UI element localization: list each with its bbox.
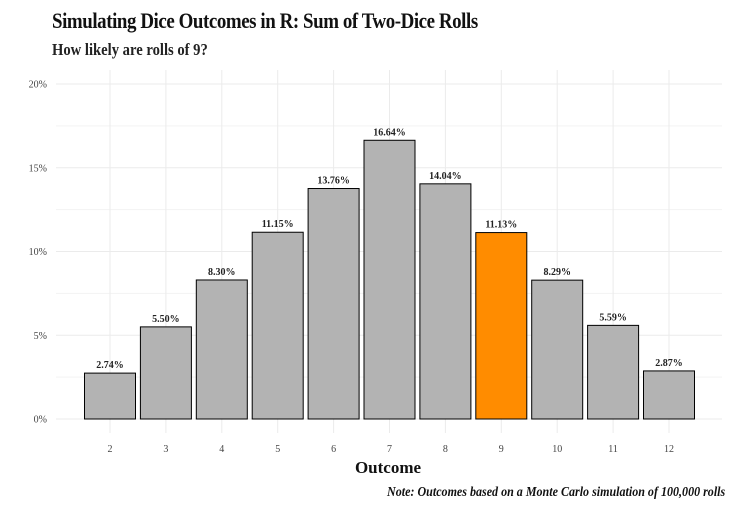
x-tick-label: 2 [108, 444, 113, 455]
data-label: 8.29% [543, 267, 571, 278]
x-tick-label: 11 [608, 444, 618, 455]
x-tick-label: 8 [443, 444, 448, 455]
data-label: 5.59% [599, 312, 627, 323]
data-label: 13.76% [317, 176, 350, 187]
bar [419, 183, 472, 420]
chart-caption: Note: Outcomes based on a Monte Carlo si… [386, 485, 725, 500]
chart-subtitle: How likely are rolls of 9? [52, 40, 208, 59]
x-tick-label: 12 [664, 444, 674, 455]
data-label: 11.13% [485, 220, 517, 231]
bar [307, 188, 360, 420]
bar [84, 372, 136, 420]
data-label: 5.50% [152, 314, 180, 325]
data-label: 2.74% [96, 360, 124, 371]
bar [531, 279, 584, 420]
bars [84, 139, 695, 420]
x-tick-label: 3 [163, 444, 168, 455]
data-label: 14.04% [429, 171, 462, 182]
bar [251, 231, 304, 420]
x-tick-label: 10 [552, 444, 562, 455]
bar [587, 324, 640, 420]
bar [363, 139, 416, 420]
bar [643, 370, 695, 420]
bar-highlighted [475, 232, 528, 420]
x-tick-label: 9 [499, 444, 504, 455]
y-tick-label: 10% [29, 247, 47, 258]
y-tick-label: 15% [29, 163, 47, 174]
x-tick-label: 5 [275, 444, 280, 455]
data-labels: 2.74% 5.50% 8.30% 11.15% 13.76% 16.64% 14.04% 1… [96, 127, 683, 371]
y-tick-label: 0% [34, 415, 47, 426]
bar [195, 279, 248, 420]
x-axis-ticks: 2 3 4 5 6 7 8 9 10 11 12 [108, 444, 675, 455]
chart-title: Simulating Dice Outcomes in R: Sum of Tw… [52, 8, 478, 33]
data-label: 8.30% [208, 267, 236, 278]
x-tick-label: 7 [387, 444, 392, 455]
data-label: 11.15% [262, 219, 294, 230]
x-tick-label: 4 [219, 444, 224, 455]
y-tick-label: 20% [29, 80, 47, 91]
x-tick-label: 6 [331, 444, 336, 455]
y-tick-label: 5% [34, 331, 47, 342]
data-label: 16.64% [373, 127, 406, 138]
x-axis-title: Outcome [355, 458, 422, 477]
bar [139, 326, 192, 420]
y-axis-ticks: 0% 5% 10% 15% 20% [29, 80, 47, 426]
data-label: 2.87% [655, 358, 683, 369]
